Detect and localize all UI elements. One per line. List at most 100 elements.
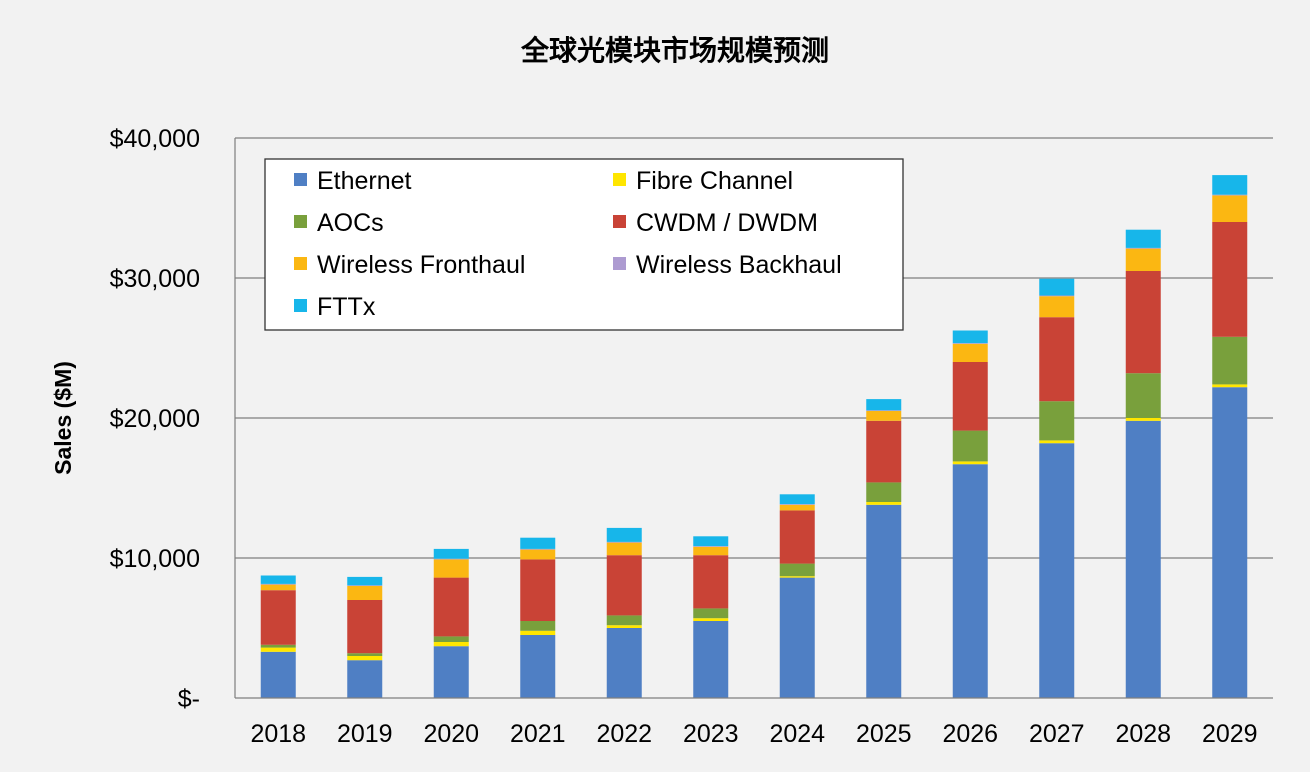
bar-segment [606,625,642,628]
bar-segment [520,548,556,550]
bar-segment [260,584,296,591]
bar-segment [433,636,469,642]
legend-swatch [613,215,626,228]
legend-label: CWDM / DWDM [636,209,818,237]
bar-segment [606,527,642,542]
bar-segment [520,537,556,549]
bar-segment [693,536,729,547]
y-tick-label: $20,000 [110,405,200,433]
bar-segment [1125,373,1161,418]
bar-segment [693,555,729,609]
y-tick-label: $10,000 [110,545,200,573]
legend-label: Fibre Channel [636,167,793,195]
legend-swatch [294,257,307,270]
bar-segment [347,586,383,600]
bar-segment [520,549,556,560]
bar-segment [693,608,729,619]
legend-label: Ethernet [317,167,412,195]
bar-segment [606,555,642,616]
bar-segment [1212,175,1248,195]
bar-segment [1039,295,1075,297]
x-tick-label: 2024 [769,720,825,748]
y-tick-label: $30,000 [110,265,200,293]
bar-segment [866,411,902,421]
bar-segment [866,502,902,505]
bar-segment [347,600,383,654]
bar-segment [779,577,815,698]
bar-segment [433,558,469,560]
bar-segment [952,461,988,465]
x-tick-label: 2026 [942,720,998,748]
bar-segment [1125,229,1161,248]
bar-segment [1125,420,1161,698]
x-tick-label: 2029 [1202,720,1258,748]
x-tick-label: 2019 [337,720,393,748]
y-tick-label: $- [178,685,200,713]
bar-segment [1125,418,1161,421]
bar-segment [693,621,729,698]
bar-segment [260,651,296,698]
legend-swatch [613,173,626,186]
bar-segment [347,576,383,586]
bar-segment [866,420,902,483]
bar-segment [866,410,902,411]
x-tick-label: 2025 [856,720,912,748]
bar-segment [952,430,988,462]
bar-segment [1212,195,1248,222]
bar-segment [606,541,642,543]
bars [260,175,1248,698]
bar-segment [779,576,815,578]
legend-label: Wireless Fronthaul [317,251,525,279]
x-tick-label: 2027 [1029,720,1085,748]
legend-label: FTTx [317,293,376,321]
x-tick-labels: 2018 2019 2020 2021 2022 2023 2024 2025 2026 2027… [250,720,1257,748]
bar-segment [433,548,469,559]
bar-segment [1125,271,1161,374]
bar-segment [433,577,469,637]
bar-segment [433,642,469,647]
bar-segment [1212,222,1248,337]
bar-segment [520,559,556,621]
bar-segment [866,399,902,411]
bar-segment [1125,247,1161,249]
bar-segment [520,621,556,631]
bar-segment [952,343,988,344]
bar-segment [693,618,729,621]
bar-segment [779,494,815,505]
bar-segment [779,510,815,564]
bar-segment [1039,443,1075,698]
bar-segment [520,630,556,635]
chart-title: 全球光模块市场规模预测 [520,34,829,67]
bar-segment [1039,317,1075,402]
bar-segment [866,504,902,698]
bar-segment [952,464,988,698]
legend: Ethernet Fibre Channel AOCs CWDM / DWDM Wire… [264,158,904,331]
y-tick-label: $40,000 [110,125,200,153]
bar-segment [260,644,296,648]
bar-segment [520,635,556,698]
bar-segment [952,343,988,362]
bar-segment [1212,194,1248,196]
bar-segment [1039,278,1075,296]
bar-segment [347,656,383,661]
bar-segment [1212,384,1248,388]
legend-swatch [294,299,307,312]
bar-segment [260,583,296,585]
bar-segment [347,660,383,698]
bar-segment [952,330,988,344]
bar-segment [260,647,296,652]
x-tick-label: 2020 [423,720,479,748]
x-tick-label: 2022 [596,720,652,748]
bar-segment [606,615,642,626]
legend-swatch [613,257,626,270]
legend-swatch [294,173,307,186]
x-tick-label: 2021 [510,720,566,748]
bar-segment [347,585,383,586]
x-tick-label: 2018 [250,720,306,748]
legend-swatch [294,215,307,228]
bar-segment [433,646,469,698]
bar-segment [693,546,729,556]
bar-segment [347,653,383,656]
x-tick-label: 2028 [1115,720,1171,748]
